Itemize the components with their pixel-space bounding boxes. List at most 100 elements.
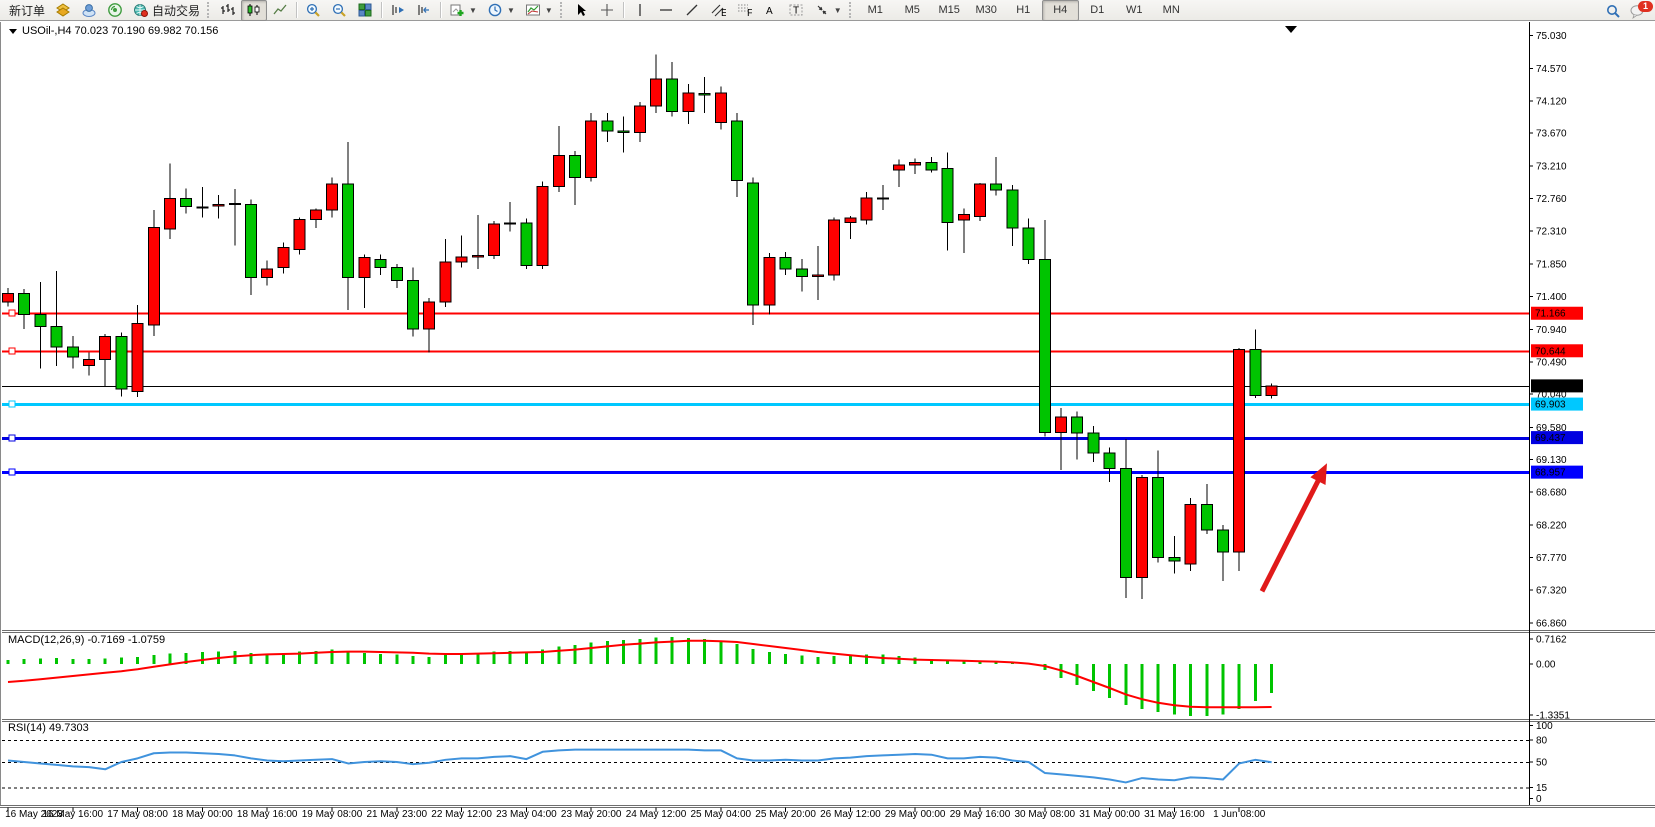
auto-scroll-icon (392, 5, 405, 15)
candle-body (682, 92, 695, 113)
rsi-axis-label: 50 (1536, 758, 1548, 769)
timeframe-h4-button[interactable]: H4 (1041, 0, 1079, 21)
crosshair-button[interactable] (594, 0, 620, 21)
timeframe-h1-button[interactable]: H1 (1016, 4, 1031, 16)
chat-button[interactable]: 1 (1629, 0, 1653, 19)
timeframe-m1-button[interactable]: M1 (867, 4, 883, 16)
candle-body (650, 78, 662, 107)
svg-text:F: F (747, 8, 752, 18)
candle-body (1022, 227, 1035, 261)
svg-text:T: T (793, 6, 799, 17)
candle-body (585, 120, 598, 179)
timeframe-mn-button[interactable]: MN (1162, 4, 1180, 16)
vertical-line-button[interactable] (627, 0, 653, 21)
symbol-collapse-icon[interactable] (9, 29, 17, 34)
templates-button[interactable]: ▼ (520, 0, 558, 21)
autotrading-globe-icon (134, 4, 149, 17)
timeframe-m5-button[interactable]: M5 (904, 4, 920, 16)
macd-axis-label: 0.00 (1536, 660, 1556, 671)
zoom-out-button[interactable] (326, 0, 352, 21)
time-axis-label: 19 May 08:00 (302, 809, 363, 820)
tile-windows-button[interactable] (352, 0, 378, 21)
cursor-button[interactable] (568, 0, 594, 21)
chart-shift-button[interactable] (411, 0, 437, 21)
candle-body (860, 197, 873, 221)
price-axis-label: 69.580 (1536, 423, 1567, 434)
candle-body (957, 213, 970, 221)
text-label-button[interactable]: T (783, 0, 809, 21)
signal-button[interactable] (102, 0, 128, 21)
candle-body (342, 183, 355, 279)
fibonacci-button[interactable]: F (731, 0, 757, 21)
candlestick-chart-button[interactable] (241, 0, 268, 21)
candle-body (309, 209, 322, 220)
candle-body (520, 222, 533, 266)
candle-body (439, 261, 452, 303)
macd-pane[interactable]: 0.7162 0.00 -1.3351 (6, 635, 1570, 722)
rsi-pane[interactable]: 100 80 50 150 (2, 721, 1553, 805)
line-chart-icon (273, 4, 287, 15)
time-axis-label: 18 May 00:00 (172, 809, 233, 820)
line-chart-button[interactable] (267, 0, 293, 21)
candle-body (828, 219, 841, 276)
equidistant-channel-icon: E (711, 4, 726, 18)
auto-scroll-button[interactable] (385, 0, 411, 21)
candle-body (1249, 349, 1262, 397)
new-order-icon-button[interactable] (50, 0, 76, 21)
crosshair-icon (600, 4, 613, 16)
chart-shift-marker[interactable] (1285, 26, 1297, 33)
candle-body (66, 346, 79, 358)
price-axis[interactable]: 75.030 74.570 74.120 73.670 73.210 72.760 72.3… (1529, 31, 1567, 630)
time-axis-label: 26 May 12:00 (820, 809, 881, 820)
toolbar-separator (440, 2, 442, 18)
rsi-axis-label: 80 (1536, 736, 1548, 747)
candle-body (1006, 189, 1019, 229)
hline-handle (8, 468, 16, 476)
candle-body (374, 259, 387, 269)
zoom-in-icon (306, 3, 320, 17)
text-button[interactable]: A (757, 0, 783, 21)
time-axis-label: 24 May 12:00 (626, 809, 687, 820)
candle-body (844, 217, 857, 223)
price-axis-label: 73.670 (1536, 129, 1567, 140)
horizontal-lines[interactable] (2, 309, 1529, 476)
trend-arrow-annotation[interactable] (1259, 463, 1327, 593)
candlestick-chart-icon (247, 4, 260, 16)
autotrading-button[interactable]: 自动交易 (128, 0, 205, 21)
horizontal-line-button[interactable] (653, 0, 679, 21)
candle-body (698, 93, 711, 96)
search-icon[interactable] (1605, 3, 1621, 19)
timeframe-m15-button[interactable]: M15 (938, 4, 960, 16)
panel-frames (0, 22, 1655, 808)
candle-body (812, 274, 824, 277)
arrows-button[interactable]: ▼ (809, 0, 847, 21)
timeframe-d1-button[interactable]: D1 (1090, 4, 1105, 16)
periods-button[interactable]: ▼ (482, 0, 520, 21)
candle-body (601, 120, 614, 132)
cursor-icon (577, 4, 586, 16)
time-axis-label: 29 May 16:00 (950, 809, 1011, 820)
candle-body (164, 198, 176, 230)
equidistant-channel-button[interactable]: E (705, 0, 731, 21)
candle-body (795, 268, 808, 277)
hline-handle (8, 434, 16, 442)
new-order-button[interactable]: 新订单 (4, 0, 50, 21)
candle-body (18, 293, 31, 315)
rsi-indicator-label: RSI(14) 49.7303 (8, 722, 89, 734)
toolbar-grip (559, 2, 566, 18)
timeframe-m30-button[interactable]: M30 (975, 4, 997, 16)
trendline-button[interactable] (679, 0, 705, 21)
zoom-in-button[interactable] (300, 0, 326, 21)
timeframe-w1-button[interactable]: W1 (1125, 4, 1143, 16)
candle-body (1119, 467, 1132, 579)
price-axis-label: 72.310 (1536, 226, 1567, 237)
trade-account-button[interactable] (76, 0, 102, 21)
rsi-line (7, 748, 1272, 784)
time-axis-label: 16 May 2023 (5, 809, 63, 820)
candle-body (245, 203, 257, 279)
candle-body (83, 359, 95, 366)
bar-chart-button[interactable] (215, 0, 241, 21)
new-chart-button[interactable]: ▼ (444, 0, 482, 21)
